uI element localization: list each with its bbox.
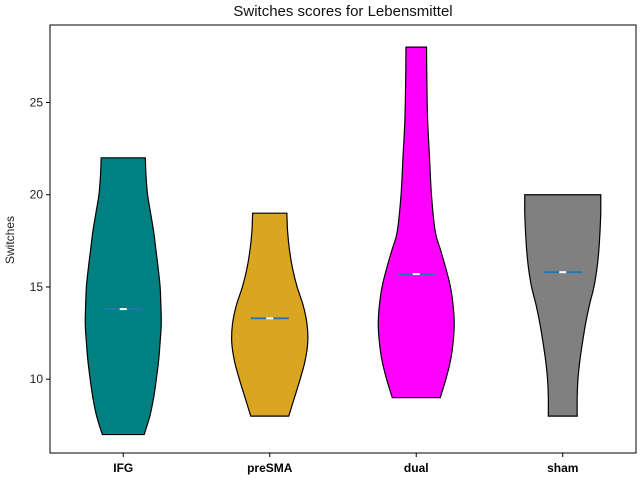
- x-tick-label-sham: sham: [547, 461, 578, 475]
- x-tick-label-ifg: IFG: [113, 461, 133, 475]
- violin-group: [84, 46, 602, 436]
- violin-sham: [524, 194, 602, 417]
- x-axis: IFG preSMA dual sham: [113, 453, 578, 475]
- y-tick-label: 15: [30, 280, 44, 294]
- violin-dual: [377, 46, 455, 399]
- x-tick-label-presma: preSMA: [247, 461, 293, 475]
- plot-area: [49, 24, 637, 454]
- y-axis-title: Switches: [3, 216, 17, 264]
- chart-title: Switches scores for Lebensmittel: [233, 3, 452, 20]
- y-tick-label: 25: [30, 95, 44, 109]
- y-tick-label: 10: [30, 372, 44, 386]
- y-axis: 10 15 20 25: [30, 95, 50, 386]
- x-tick-label-dual: dual: [404, 461, 429, 475]
- violin-presma: [231, 212, 309, 417]
- violin-ifg: [84, 157, 162, 436]
- y-tick-label: 20: [30, 188, 44, 202]
